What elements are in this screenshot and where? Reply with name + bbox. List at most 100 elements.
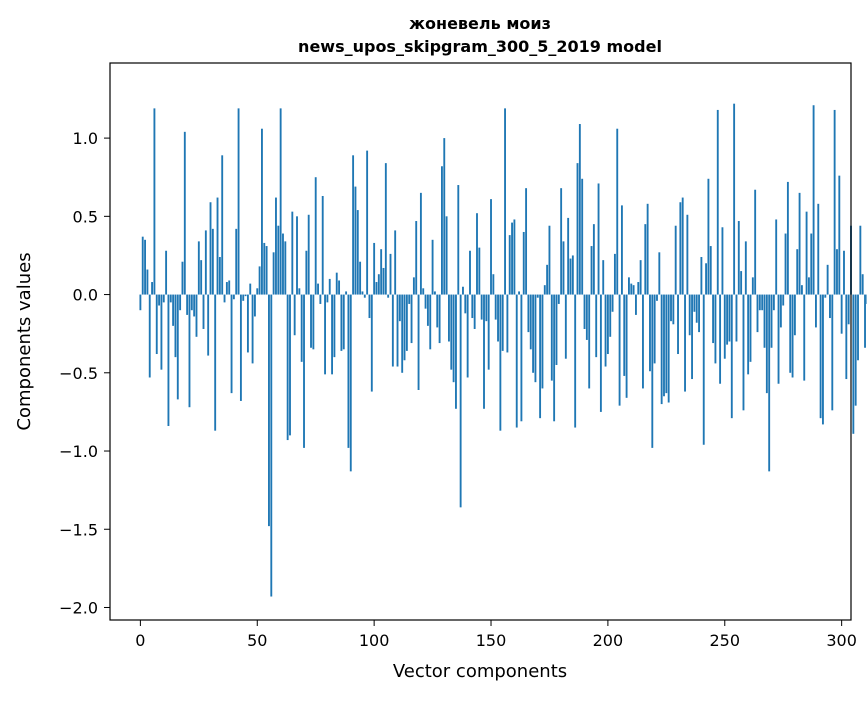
bar-66: [293, 294, 296, 336]
bar-182: [564, 294, 567, 359]
bar-37: [225, 282, 228, 295]
y-tick-label: −1.0: [59, 442, 98, 461]
bar-68: [298, 288, 301, 295]
bar-193: [590, 246, 593, 295]
bar-221: [656, 294, 658, 301]
bar-63: [286, 294, 289, 441]
x-tick-label: 100: [359, 631, 390, 650]
bar-107: [389, 253, 392, 295]
bar-306: [854, 294, 857, 406]
bar-222: [658, 252, 661, 295]
bar-134: [452, 294, 455, 383]
y-tick-label: 1.0: [73, 129, 98, 148]
bar-23: [193, 294, 196, 317]
bar-25: [197, 241, 200, 295]
bar-288: [812, 105, 815, 295]
y-tick-label: −1.5: [59, 520, 98, 539]
bar-98: [368, 294, 371, 319]
bar-256: [737, 221, 740, 295]
bar-177: [553, 294, 556, 422]
bar-176: [550, 294, 553, 381]
bar-29: [207, 294, 210, 356]
bar-169: [534, 294, 537, 383]
bar-126: [433, 291, 436, 295]
bar-100: [373, 242, 376, 295]
bar-9: [160, 294, 163, 370]
bar-272: [775, 219, 778, 295]
bar-150: [490, 199, 492, 295]
y-tick-label: 0.0: [73, 286, 98, 305]
bar-102: [377, 274, 380, 295]
bar-125: [431, 239, 434, 295]
bar-120: [419, 192, 422, 295]
bar-293: [824, 294, 827, 298]
bar-204: [616, 128, 619, 295]
bar-207: [623, 294, 626, 376]
bar-53: [263, 242, 266, 295]
bar-76: [317, 283, 319, 295]
bar-34: [218, 257, 221, 295]
bar-174: [546, 264, 549, 295]
bar-191: [585, 294, 588, 340]
bar-19: [183, 131, 186, 295]
bar-258: [742, 294, 745, 411]
bar-300: [840, 294, 843, 334]
bar-87: [342, 294, 345, 350]
bar-243: [707, 178, 710, 295]
bar-15: [174, 294, 177, 358]
bar-200: [606, 294, 609, 355]
x-tick-label: 50: [247, 631, 267, 650]
bar-57: [272, 252, 275, 295]
bar-144: [476, 213, 478, 295]
bar-47: [249, 283, 252, 295]
bar-246: [714, 294, 717, 364]
bar-40: [232, 294, 235, 300]
bar-90: [349, 294, 352, 472]
bar-67: [296, 216, 298, 295]
bar-56: [270, 294, 273, 597]
bar-252: [728, 294, 731, 342]
bar-271: [772, 294, 775, 311]
chart-title-line-2: news_upos_skipgram_300_5_2019 model: [298, 37, 662, 56]
bar-305: [852, 294, 855, 434]
bar-290: [817, 203, 820, 295]
bar-82: [331, 294, 333, 375]
bar-237: [693, 294, 696, 312]
bar-292: [822, 294, 824, 425]
bar-131: [445, 216, 448, 295]
bar-117: [412, 277, 415, 295]
bar-1: [141, 236, 144, 295]
bar-75: [314, 177, 317, 295]
bar-157: [506, 294, 509, 353]
bar-48: [251, 294, 254, 364]
bar-190: [583, 294, 586, 329]
bar-283: [800, 285, 803, 295]
bar-165: [525, 188, 528, 295]
bar-231: [679, 202, 682, 295]
bar-287: [810, 233, 813, 295]
bar-239: [698, 294, 700, 333]
bar-297: [833, 109, 836, 295]
bar-78: [321, 195, 324, 295]
bar-152: [494, 294, 497, 320]
bar-55: [268, 294, 270, 527]
bar-294: [826, 264, 829, 295]
bar-14: [172, 294, 175, 326]
bar-49: [253, 294, 256, 317]
x-tick-label: 200: [593, 631, 624, 650]
bar-195: [595, 294, 598, 358]
bar-101: [375, 282, 378, 295]
bar-79: [324, 294, 326, 375]
bar-16: [176, 294, 179, 400]
bar-228: [672, 294, 675, 325]
bar-178: [555, 294, 558, 365]
y-axis: −2.0 −1.5 −1.0 −0.5 0.0 0.5 1.0: [59, 129, 110, 617]
bar-183: [567, 217, 570, 295]
bar-244: [709, 246, 712, 295]
bar-96: [363, 294, 366, 298]
bar-213: [637, 282, 640, 295]
bar-262: [751, 277, 754, 295]
bar-223: [660, 294, 663, 405]
bar-225: [665, 294, 668, 394]
bar-164: [522, 231, 525, 295]
